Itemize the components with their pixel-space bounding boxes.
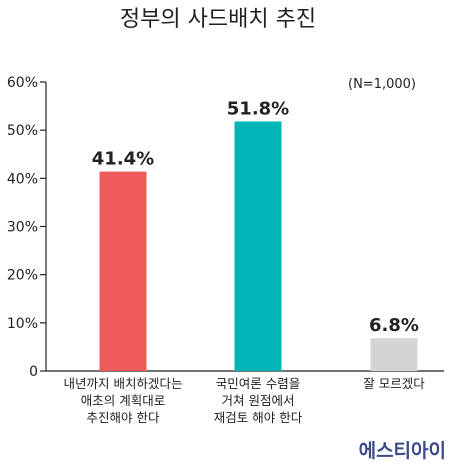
y-tick-label: 50% [7,123,38,139]
bar-value-label: 6.8% [369,315,419,336]
source-logo: 에스티아이 [359,440,446,462]
y-tick-label: 60% [7,75,38,91]
bar [370,338,418,371]
bar [234,121,282,371]
y-tick-label: 20% [7,268,38,284]
category-label-line: 내년까지 배치하겠다는 [64,376,183,391]
bars-group [99,121,418,371]
category-label-line: 거쳐 원점에서 [222,393,295,408]
y-tick-label: 0 [29,364,38,380]
category-label-line: 애초의 계획대로 [81,393,165,408]
y-axis: 0 10% 20% 30% 40% 50% 60% [7,75,444,380]
category-label-line: 국민여론 수렴을 [216,376,300,391]
y-tick-label: 40% [7,171,38,187]
category-label-line: 재검토 해야 한다 [214,410,303,425]
sample-size-annotation: (N=1,000) [348,77,416,92]
chart-title: 정부의 사드배치 추진 [120,7,316,32]
bar [99,171,147,371]
y-tick-label: 10% [7,316,38,332]
bar-value-label: 51.8% [227,98,289,119]
category-label-line: 추진해야 한다 [87,410,160,425]
bar-value-label: 41.4% [92,149,154,170]
value-labels-group: 41.4% 51.8% 6.8% [92,98,419,336]
y-tick-label: 30% [7,220,38,236]
category-label: 잘 모르겠다 [363,376,425,391]
category-label-line: 잘 모르겠다 [363,376,425,391]
